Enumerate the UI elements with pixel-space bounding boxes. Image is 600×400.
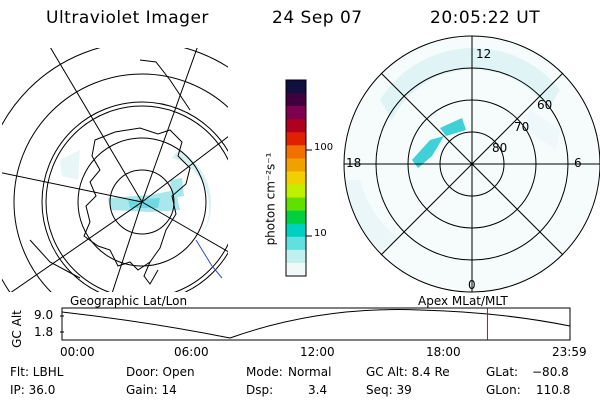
colorbar-segment	[286, 184, 306, 199]
colorbar-segment	[286, 80, 306, 94]
lat-label-70: 70	[514, 120, 530, 134]
mode-label: Mode:	[246, 365, 283, 379]
timeline-x-tick: 18:00	[426, 345, 461, 359]
colorbar-tick-10: 10	[314, 228, 327, 239]
lat-circle	[13, 73, 228, 292]
time-label: 20:05:22 UT	[430, 8, 541, 28]
colorbar-segment	[286, 93, 306, 107]
earth-limb	[41, 101, 228, 292]
timeline-x-tick: 23:59	[552, 345, 587, 359]
filter-readout: Flt: LBHL	[10, 365, 64, 379]
glat-label: GLat:	[486, 365, 519, 379]
glon-value: 110.8	[536, 383, 571, 397]
colorbar-unit: photon cm⁻²s⁻¹	[263, 152, 278, 246]
colorbar-segment	[286, 119, 306, 133]
mode-value: Normal	[288, 365, 332, 379]
timeline-x-tick: 12:00	[300, 345, 335, 359]
door-readout: Door: Open	[126, 365, 195, 379]
colorbar-segment	[286, 210, 306, 225]
mlt-label-18: 18	[346, 156, 362, 170]
dsp-value: 3.4	[308, 383, 328, 397]
ip-readout: IP: 36.0	[10, 383, 56, 397]
colorbar-segment	[286, 249, 306, 264]
mlat-mlt-map	[343, 35, 600, 293]
colorbar-segment	[286, 223, 306, 238]
coastline	[139, 59, 191, 111]
mlt-label-6: 6	[574, 156, 582, 170]
timeline-x-tick: 00:00	[60, 345, 95, 359]
colorbar-segment	[286, 132, 306, 146]
colorbar-segment	[286, 158, 306, 172]
colorbar-segment	[286, 171, 306, 186]
seq-readout: Seq: 39	[366, 383, 412, 397]
colorbar-segment	[286, 262, 306, 277]
instrument-title: Ultraviolet Imager	[46, 8, 209, 28]
colorbar-segment	[286, 145, 306, 159]
mlt-label-12: 12	[476, 47, 492, 61]
glon-label: GLon:	[486, 383, 521, 397]
lat-label-80: 80	[492, 141, 508, 155]
colorbar-segment	[286, 106, 306, 120]
left-panel-caption: Geographic Lat/Lon	[70, 294, 188, 308]
timeline-y-tick: 1.8	[34, 325, 54, 339]
date-label: 24 Sep 07	[272, 8, 363, 28]
gc-alt-readout: GC Alt: 8.4 Re	[366, 365, 450, 379]
lat-circle	[109, 169, 175, 235]
mlt-label-0: 0	[468, 278, 476, 292]
gain-readout: Gain: 14	[126, 383, 177, 397]
glat-value: −80.8	[532, 365, 569, 379]
colorbar-tick-100: 100	[314, 142, 334, 153]
timeline-y-tick: 9.0	[34, 308, 54, 322]
right-panel-caption: Apex MLat/MLT	[418, 294, 508, 308]
altitude-timeline	[60, 307, 571, 341]
lat-circle	[77, 137, 207, 267]
lat-label-60: 60	[537, 98, 553, 112]
geographic-map	[2, 48, 228, 292]
colorbar	[286, 80, 306, 277]
dsp-label: Dsp:	[246, 383, 274, 397]
timeline-x-tick: 06:00	[174, 345, 209, 359]
altitude-curve	[61, 309, 571, 339]
colorbar-segment	[286, 236, 306, 251]
timeline-y-label: GC Alt	[9, 310, 24, 348]
lat-circle	[45, 105, 228, 292]
colorbar-segment	[286, 197, 306, 212]
